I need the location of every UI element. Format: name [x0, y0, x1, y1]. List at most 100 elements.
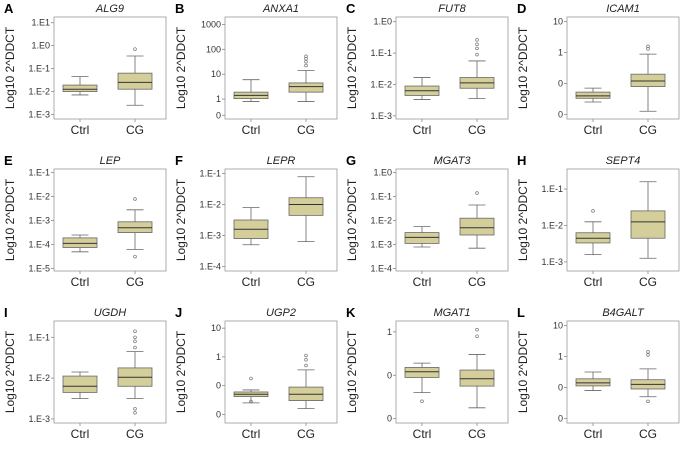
plot-frame	[566, 320, 680, 424]
x-tick-label: Ctrl	[71, 123, 90, 137]
panel-i: I UGDH Log10 2^DDCT 1.E-1 1.E-2 1.E-3 Ctrl CG	[0, 304, 171, 456]
panel-letter: C	[346, 1, 356, 16]
y-tick-label: 0	[387, 414, 392, 424]
panel-svg: H SEPT4 Log10 2^DDCT 1.E-1 1.E-2 1.E-3 Ctrl CG	[516, 153, 680, 289]
x-tick-label: Ctrl	[71, 275, 90, 289]
panel-svg: I UGDH Log10 2^DDCT 1.E-1 1.E-2 1.E-3 Ctrl CG	[3, 305, 167, 441]
y-axis-label: Log10 2^DDCT	[345, 330, 359, 413]
box-ctrl	[62, 234, 98, 253]
outlier-point	[133, 345, 137, 350]
plot-frame	[224, 168, 338, 272]
y-tick-label: 0	[387, 370, 392, 380]
box-ctrl	[62, 371, 98, 399]
y-axis-label: Log10 2^DDCT	[174, 330, 188, 413]
y-tick-label: 1.E-3	[370, 111, 392, 121]
y-axis-label: Log10 2^DDCT	[516, 178, 530, 261]
outlier-point	[475, 46, 479, 51]
y-tick-label: 0	[558, 109, 563, 119]
box-ctrl	[233, 376, 269, 404]
y-tick-label: 1000	[201, 19, 221, 29]
box-cg	[288, 54, 324, 102]
outlier-point	[646, 350, 650, 354]
outlier-point	[133, 406, 137, 411]
chart-title: ANXA1	[262, 3, 299, 15]
box-cg	[117, 47, 153, 106]
box-iqr	[630, 73, 666, 87]
outlier-point	[249, 399, 253, 404]
box-ctrl	[575, 209, 611, 256]
box-ctrl	[404, 77, 440, 100]
y-tick-label: 1.E-2	[370, 79, 392, 89]
y-tick-label: 10	[553, 321, 563, 331]
chart-title: UGP2	[266, 307, 296, 319]
box-iqr	[404, 367, 440, 378]
outlier-point	[475, 42, 479, 47]
y-axis-label: Log10 2^DDCT	[3, 178, 17, 261]
box-iqr	[288, 82, 324, 93]
outlier-point	[475, 327, 479, 332]
x-tick-label: Ctrl	[584, 275, 603, 289]
outlier-point	[133, 254, 137, 259]
panel-svg: K MGAT1 Log10 2^DDCT 1 0 0 Ctrl CG	[345, 305, 509, 441]
chart-title: MGAT3	[433, 155, 471, 167]
outlier-point	[646, 353, 650, 357]
panel-k: K MGAT1 Log10 2^DDCT 1 0 0 Ctrl CG	[342, 304, 513, 456]
x-tick-label: CG	[468, 427, 486, 441]
y-tick-label: 1.E-3	[28, 414, 50, 424]
y-tick-label: 1	[387, 327, 392, 337]
y-tick-label: 1.E-3	[199, 230, 221, 240]
y-tick-label: 1.E0	[373, 17, 392, 27]
box-iqr	[62, 84, 98, 92]
box-cg	[288, 353, 324, 410]
x-tick-label: CG	[297, 427, 315, 441]
x-tick-label: Ctrl	[413, 123, 432, 137]
y-tick-label: 1.E-1	[28, 64, 50, 74]
x-tick-label: CG	[126, 427, 144, 441]
box-cg	[630, 181, 666, 259]
outlier-point	[304, 363, 308, 368]
panel-g: G MGAT3 Log10 2^DDCT 1.E0 1.E-1 1.E-2 1.E-3 1.E…	[342, 152, 513, 304]
y-tick-label: 1.E-1	[541, 184, 563, 194]
box-iqr	[459, 369, 495, 387]
x-tick-label: CG	[639, 123, 657, 137]
box-iqr	[404, 232, 440, 244]
box-ctrl	[62, 76, 98, 96]
box-cg	[117, 197, 153, 259]
box-iqr	[630, 210, 666, 239]
y-tick-label: 1.E-1	[28, 332, 50, 342]
box-iqr	[62, 375, 98, 393]
chart-title: UGDH	[94, 307, 126, 319]
box-iqr	[117, 221, 153, 234]
outlier-point	[133, 197, 137, 201]
x-tick-label: Ctrl	[413, 427, 432, 441]
y-tick-label: 0	[216, 381, 221, 391]
panel-h: H SEPT4 Log10 2^DDCT 1.E-1 1.E-2 1.E-3 Ctrl CG	[513, 152, 684, 304]
panel-f: F LEPR Log10 2^DDCT 1.E-1 1.E-2 1.E-3 1.E-4 Ctr…	[171, 152, 342, 304]
outlier-point	[133, 339, 137, 344]
outlier-point	[304, 63, 308, 68]
box-iqr	[117, 72, 153, 90]
outlier-point	[249, 376, 253, 381]
x-tick-label: Ctrl	[584, 123, 603, 137]
panel-d: D ICAM1 Log10 2^DDCT 10 1 0 0 Ctrl CG	[513, 0, 684, 152]
panel-a: A ALG9 Log10 2^DDCT 1.E1 1.E0 1.E-1 1.E-2 1.E-3…	[0, 0, 171, 152]
outlier-point	[475, 52, 479, 57]
panel-c: C FUT8 Log10 2^DDCT 1.E0 1.E-1 1.E-2 1.E-3 Ctrl…	[342, 0, 513, 152]
y-tick-label: 1.E-4	[370, 264, 392, 274]
x-tick-label: CG	[126, 123, 144, 137]
box-ctrl	[233, 79, 269, 102]
box-cg	[630, 350, 666, 404]
outlier-point	[475, 334, 479, 338]
y-axis-label: Log10 2^DDCT	[174, 178, 188, 261]
panel-letter: G	[346, 153, 356, 168]
outlier-point	[133, 47, 137, 51]
y-tick-label: 1.E-3	[541, 257, 563, 267]
plot-frame	[395, 168, 509, 272]
panel-e: E LEP Log10 2^DDCT 1.E-1 1.E-2 1.E-3 1.E-4 1.E-…	[0, 152, 171, 304]
y-axis-label: Log10 2^DDCT	[516, 26, 530, 109]
outlier-point	[304, 358, 308, 362]
